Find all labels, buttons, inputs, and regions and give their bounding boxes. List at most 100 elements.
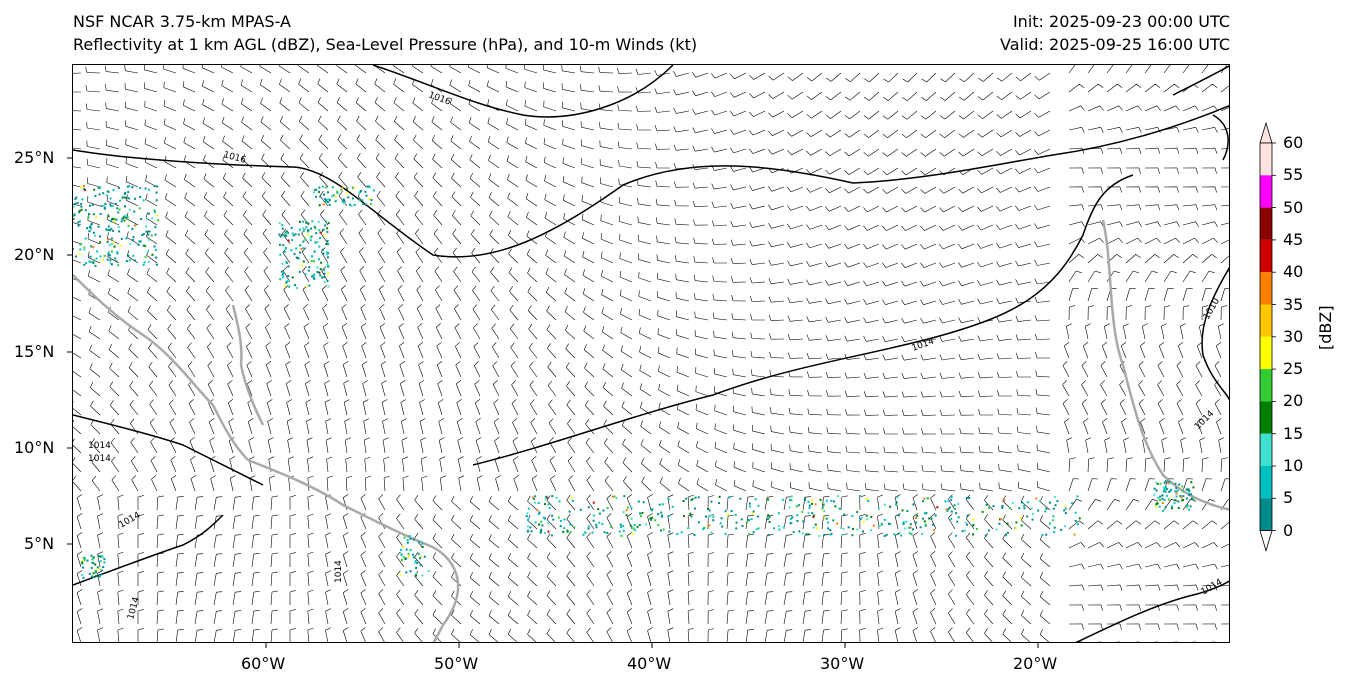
reflectivity-pixel <box>73 214 75 217</box>
reflectivity-pixel <box>139 187 142 189</box>
reflectivity-pixel <box>530 530 533 533</box>
reflectivity-pixel <box>1006 531 1009 534</box>
reflectivity-pixel <box>544 498 547 501</box>
reflectivity-pixel <box>83 248 86 251</box>
reflectivity-pixel <box>311 275 314 278</box>
reflectivity-pixel <box>113 245 116 248</box>
reflectivity-pixel <box>142 233 145 236</box>
reflectivity-pixel <box>781 498 784 501</box>
reflectivity-pixel <box>1014 527 1017 530</box>
reflectivity-pixel <box>146 250 149 253</box>
reflectivity-pixel <box>953 504 956 507</box>
reflectivity-pixel <box>300 264 303 267</box>
reflectivity-pixel <box>676 533 679 536</box>
reflectivity-pixel <box>987 529 990 532</box>
reflectivity-pixel <box>78 220 81 223</box>
reflectivity-pixel <box>661 514 663 517</box>
reflectivity-pixel <box>115 218 118 221</box>
reflectivity-pixel <box>99 213 102 215</box>
reflectivity-pixel <box>304 238 307 241</box>
reflectivity-pixel <box>95 257 98 260</box>
reflectivity-pixel <box>872 524 875 527</box>
reflectivity-pixel <box>1168 490 1171 493</box>
reflectivity-pixel <box>631 532 634 535</box>
reflectivity-pixel <box>789 522 792 525</box>
reflectivity-pixel <box>1076 495 1079 498</box>
reflectivity-pixel <box>1020 524 1023 526</box>
colorbar <box>1259 121 1276 552</box>
reflectivity-pixel <box>347 196 350 199</box>
reflectivity-pixel <box>650 509 653 512</box>
reflectivity-pixel <box>525 515 528 518</box>
reflectivity-pixel <box>154 211 156 213</box>
reflectivity-pixel <box>1159 482 1162 485</box>
reflectivity-pixel <box>923 520 926 523</box>
reflectivity-pixel <box>294 233 297 236</box>
reflectivity-pixel <box>89 204 92 207</box>
reflectivity-pixel <box>719 522 722 525</box>
reflectivity-pixel <box>569 523 572 526</box>
reflectivity-pixel <box>902 521 905 524</box>
reflectivity-pixel <box>543 517 546 520</box>
reflectivity-pixel <box>117 211 120 214</box>
reflectivity-pixel <box>278 233 281 236</box>
reflectivity-pixel <box>109 197 112 200</box>
reflectivity-pixel <box>592 519 595 522</box>
reflectivity-pixel <box>924 523 927 526</box>
reflectivity-pixel <box>124 191 127 194</box>
reflectivity-pixel <box>912 528 914 531</box>
reflectivity-pixel <box>105 194 108 197</box>
colorbar-tick-label: 5 <box>1283 488 1294 508</box>
reflectivity-pixel <box>350 204 353 207</box>
reflectivity-pixel <box>661 515 664 518</box>
reflectivity-pixel <box>88 260 91 263</box>
reflectivity-pixel <box>98 567 101 570</box>
reflectivity-pixel <box>285 234 288 237</box>
reflectivity-pixel <box>308 284 311 287</box>
reflectivity-pixel <box>1163 481 1166 484</box>
reflectivity-pixel <box>313 191 315 194</box>
reflectivity-pixel <box>825 517 828 520</box>
reflectivity-pixel <box>981 510 984 513</box>
colorbar-segment <box>1260 401 1272 434</box>
reflectivity-pixel <box>318 229 321 232</box>
reflectivity-pixel <box>326 263 329 266</box>
reflectivity-pixel <box>1163 490 1166 493</box>
reflectivity-pixel <box>129 242 132 245</box>
reflectivity-pixel <box>538 511 541 514</box>
reflectivity-pixel <box>89 260 92 263</box>
reflectivity-pixel <box>139 240 142 243</box>
reflectivity-pixel <box>402 556 405 559</box>
reflectivity-pixel <box>144 256 147 259</box>
reflectivity-pixel <box>985 503 988 506</box>
reflectivity-pixel <box>551 514 554 517</box>
reflectivity-pixel <box>319 231 322 234</box>
reflectivity-pixel <box>282 272 285 274</box>
reflectivity-pixel <box>308 266 311 269</box>
reflectivity-pixel <box>323 276 326 279</box>
colorbar-segment <box>1260 272 1272 305</box>
reflectivity-pixel <box>1045 533 1048 536</box>
reflectivity-pixel <box>757 504 760 507</box>
reflectivity-pixel <box>147 188 150 191</box>
reflectivity-pixel <box>359 190 362 193</box>
reflectivity-pixel <box>287 285 290 288</box>
reflectivity-pixel <box>862 530 864 533</box>
reflectivity-pixel <box>90 554 93 557</box>
reflectivity-pixel <box>327 265 329 267</box>
reflectivity-pixel <box>90 223 93 226</box>
reflectivity-pixel <box>124 196 127 199</box>
reflectivity-pixel <box>94 194 97 197</box>
reflectivity-pixel <box>104 202 107 205</box>
reflectivity-pixel <box>766 518 769 521</box>
reflectivity-pixel <box>346 191 349 194</box>
reflectivity-pixel <box>893 533 896 536</box>
reflectivity-pixel <box>99 241 102 244</box>
reflectivity-pixel <box>106 238 109 241</box>
reflectivity-pixel <box>1023 507 1026 510</box>
colorbar-tick-label: 0 <box>1283 520 1294 540</box>
reflectivity-pixel <box>92 575 95 578</box>
reflectivity-pixel <box>1078 517 1081 520</box>
reflectivity-pixel <box>777 512 780 515</box>
